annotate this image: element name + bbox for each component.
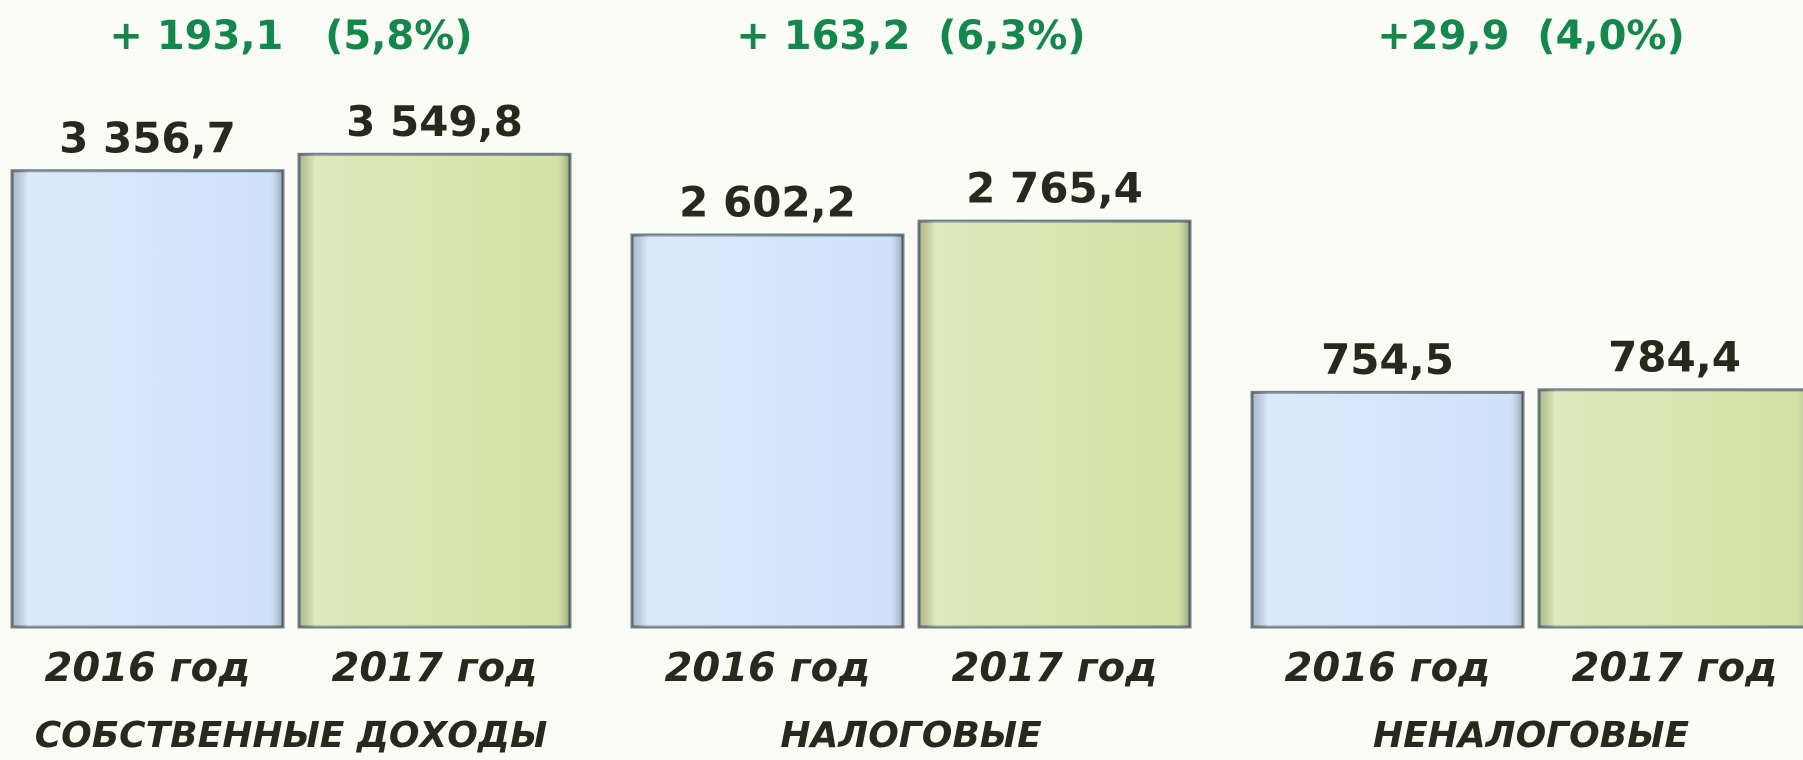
x-tick-label: 2016 год xyxy=(665,645,871,691)
group-label: НЕНАЛОГОВЫЕ xyxy=(1373,715,1689,756)
value-label: 3 356,7 xyxy=(59,113,236,162)
change-annotation: + 193,1 (5,8%) xyxy=(109,13,472,59)
value-label: 754,5 xyxy=(1321,335,1454,384)
x-tick-label: 2016 год xyxy=(45,645,251,691)
bar-bevel xyxy=(1539,389,1803,627)
x-tick-label: 2017 год xyxy=(332,645,538,691)
group-label: НАЛОГОВЫЕ xyxy=(780,715,1042,756)
group-label: СОБСТВЕННЫЕ ДОХОДЫ xyxy=(35,715,548,756)
value-label: 2 602,2 xyxy=(679,178,856,227)
value-label: 2 765,4 xyxy=(966,164,1143,213)
value-label: 3 549,8 xyxy=(346,97,523,146)
x-tick-label: 2016 год xyxy=(1285,645,1491,691)
x-tick-label: 2017 год xyxy=(1572,645,1778,691)
bar-bevel xyxy=(632,235,903,627)
bar-bevel xyxy=(299,154,570,628)
x-tick-label: 2017 год xyxy=(952,645,1158,691)
value-label: 784,4 xyxy=(1608,332,1741,381)
bar-bevel xyxy=(1252,392,1523,627)
change-annotation: +29,9 (4,0%) xyxy=(1377,13,1685,59)
bar-bevel xyxy=(919,221,1190,627)
change-annotation: + 163,2 (6,3%) xyxy=(736,13,1085,59)
bar-bevel xyxy=(12,170,283,627)
